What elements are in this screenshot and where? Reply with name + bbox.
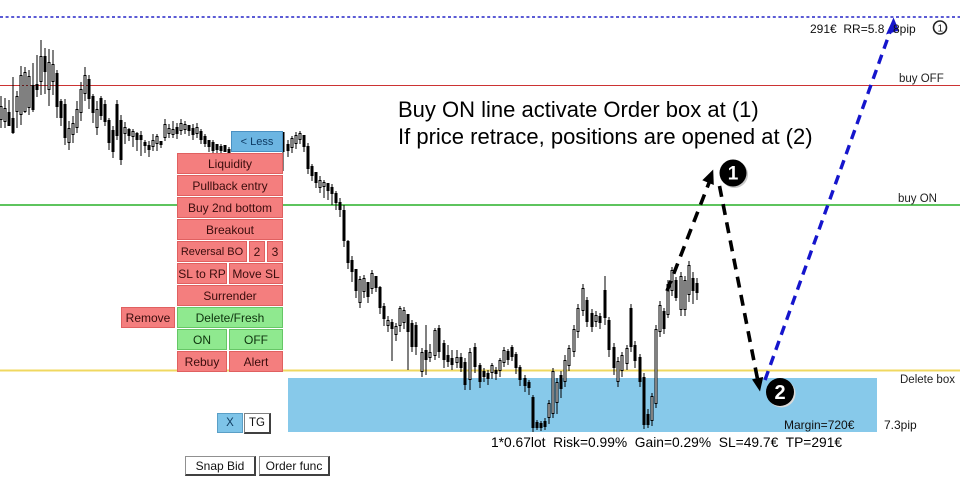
svg-text:2: 2 bbox=[774, 382, 785, 404]
svg-text:1: 1 bbox=[938, 24, 944, 35]
svg-text:1: 1 bbox=[728, 164, 739, 185]
